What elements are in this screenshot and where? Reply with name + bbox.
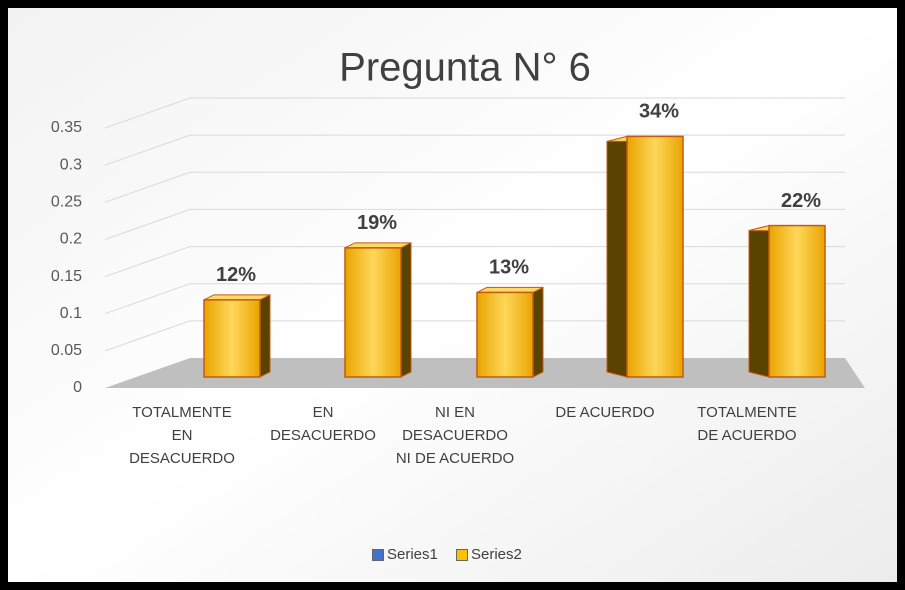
bar <box>344 247 402 378</box>
bar-side <box>606 135 628 378</box>
y-tick-label: 0.35 <box>51 119 82 136</box>
bar <box>626 135 684 378</box>
y-tick-label: 0 <box>73 379 82 396</box>
bar-top <box>344 242 412 249</box>
legend-item: Series2 <box>456 546 522 563</box>
chart-title: Pregunta N° 6 <box>339 46 591 90</box>
y-tick-label: 0.05 <box>51 342 82 359</box>
x-tick-label: DE ACUERDO <box>555 404 655 421</box>
data-label: 13% <box>489 257 529 279</box>
y-tick-label: 0.3 <box>60 156 82 173</box>
grid-line <box>104 97 845 129</box>
bar-side <box>532 286 544 378</box>
x-tick-label: TOTALMENTE EN DESACUERDO <box>129 404 235 467</box>
grid-line <box>104 134 845 166</box>
legend-label: Series1 <box>387 546 438 563</box>
bar-top <box>203 294 271 301</box>
legend-item: Series1 <box>372 546 438 563</box>
data-label: 12% <box>216 264 256 286</box>
x-tick-label: NI EN DESACUERDO NI DE ACUERDO <box>395 404 515 467</box>
x-tick-label: TOTALMENTE DE ACUERDO <box>697 404 797 444</box>
data-label: 19% <box>357 212 397 234</box>
data-label: 34% <box>639 101 679 123</box>
bar-side <box>748 224 770 378</box>
legend-swatch <box>456 548 468 561</box>
bar-side <box>400 242 412 378</box>
y-tick-label: 0.15 <box>51 268 82 285</box>
x-tick-label: EN DESACUERDO <box>270 404 376 444</box>
data-label: 22% <box>781 190 821 212</box>
bar <box>768 224 826 378</box>
bar <box>203 299 261 378</box>
bar-side <box>259 294 271 378</box>
legend-label: Series2 <box>471 546 522 563</box>
legend-swatch <box>372 548 384 561</box>
y-tick-label: 0.25 <box>51 194 82 211</box>
y-tick-label: 0.2 <box>60 231 82 248</box>
bar <box>476 291 534 378</box>
y-tick-label: 0.1 <box>60 305 82 322</box>
